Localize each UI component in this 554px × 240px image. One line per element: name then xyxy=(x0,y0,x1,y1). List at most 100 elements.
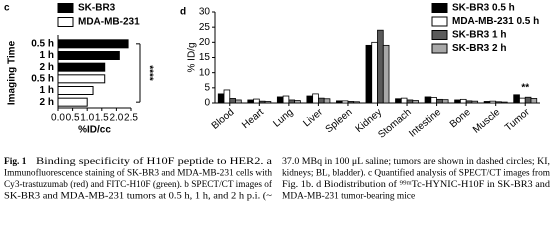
bar xyxy=(519,97,526,104)
x-tick-label: Spleen xyxy=(324,107,355,135)
bar xyxy=(282,95,290,104)
y-tick-label: 25 xyxy=(199,22,211,33)
bar xyxy=(377,29,384,104)
x-tick-label: Liver xyxy=(301,106,325,129)
bar xyxy=(294,100,301,104)
bar xyxy=(57,86,94,95)
y-axis-label: Imaging Time xyxy=(7,40,18,105)
bar xyxy=(341,100,349,104)
x-tick-label: Lung xyxy=(271,107,295,130)
caption-line: Cy3-trastuzumab (red) and FITC-H10F (gre… xyxy=(4,179,273,190)
caption-line: 37.0 MBq in 100 μL saline; tumors are sh… xyxy=(282,157,550,167)
panel-label: c xyxy=(4,3,10,14)
bar xyxy=(57,39,129,49)
legend-swatch xyxy=(431,43,448,54)
bar xyxy=(276,96,284,104)
x-tick-label: 2.0 xyxy=(109,113,123,124)
caption-line: MDA-MB-231 tumor-bearing mice xyxy=(282,192,415,202)
legend-label: SK-BR3 0.5 h xyxy=(452,3,515,14)
bar xyxy=(365,44,373,104)
bar xyxy=(229,98,236,104)
y-tick-label: 15 xyxy=(199,52,211,63)
x-tick-label: 2.5 xyxy=(124,113,138,124)
bar xyxy=(395,98,402,104)
figure: Fig. 1 Binding specificity of H10F pepti… xyxy=(4,3,551,202)
x-tick-label: Heart xyxy=(240,107,266,131)
bar xyxy=(430,97,437,104)
bar xyxy=(57,74,106,84)
bar xyxy=(465,100,473,104)
bar xyxy=(235,99,242,104)
x-tick-label: 0.0 xyxy=(51,113,65,124)
bar xyxy=(441,99,449,104)
bar xyxy=(336,100,343,104)
legend-swatch xyxy=(57,3,74,13)
y-tick-label: 5 xyxy=(204,82,210,93)
bar xyxy=(253,98,260,104)
y-axis-label: % ID/g xyxy=(187,42,198,72)
bar xyxy=(524,96,532,104)
bar xyxy=(217,93,225,104)
caption-label: Fig. 1 xyxy=(4,157,27,167)
bar xyxy=(501,101,508,104)
significance: **** xyxy=(143,65,154,81)
y-tick-label: 0.5 h xyxy=(31,38,54,49)
legend-swatch xyxy=(57,17,74,27)
legend-swatch xyxy=(431,30,448,40)
y-tick-label: 1 h xyxy=(40,50,54,61)
panel-label: d xyxy=(180,7,186,18)
bar xyxy=(513,94,520,104)
bar xyxy=(424,96,432,104)
bar xyxy=(353,101,360,104)
bar xyxy=(318,97,325,104)
bar xyxy=(412,100,419,104)
caption-line: Immunofluorescence staining of SK-BR3 an… xyxy=(4,168,272,179)
bar xyxy=(371,41,378,104)
significance: ** xyxy=(521,82,529,93)
bar xyxy=(247,99,254,104)
y-tick-label: 2 h xyxy=(40,97,54,108)
legend-label: SK-BR3 2 h xyxy=(452,43,506,54)
bar xyxy=(223,89,231,104)
y-tick-label: 10 xyxy=(199,67,211,78)
bar xyxy=(57,62,106,72)
bar xyxy=(400,97,408,104)
x-tick-label: Tumor xyxy=(503,106,532,133)
y-tick-label: 30 xyxy=(199,7,211,18)
y-tick-label: 20 xyxy=(199,37,211,48)
caption-line: Fig. 1b. d Biodistribution of ⁹⁹ᵐTc-HYNI… xyxy=(282,179,550,190)
bar xyxy=(495,101,502,104)
bar xyxy=(288,99,296,104)
x-tick-label: Intestine xyxy=(407,107,443,140)
y-tick-label: 2 h xyxy=(40,62,54,73)
bar xyxy=(471,100,479,104)
caption-line: Binding specificity of H10F peptide to H… xyxy=(36,156,273,167)
x-tick-label: Bone xyxy=(448,107,473,131)
y-tick-label: 0 xyxy=(204,98,210,109)
y-tick-label: 1 h xyxy=(40,85,54,96)
x-tick-label: 1.0 xyxy=(80,113,94,124)
bar xyxy=(454,99,461,104)
legend-swatch xyxy=(431,16,448,27)
bar xyxy=(406,99,414,104)
bar xyxy=(489,100,497,104)
bar xyxy=(258,100,266,104)
bar xyxy=(347,101,355,104)
legend-label: MDA-MB-231 xyxy=(78,17,140,28)
x-tick-label: 0.5 xyxy=(66,113,80,124)
x-axis-label: %ID/cc xyxy=(78,125,111,136)
legend-swatch xyxy=(431,3,448,13)
bar xyxy=(530,98,538,104)
bar xyxy=(323,98,331,104)
bar xyxy=(382,44,390,104)
caption-line: SK-BR3 and MDA-MB-231 tumors at 0.5 h, 1… xyxy=(4,191,272,202)
bar xyxy=(57,51,120,60)
legend-label: SK-BR3 1 h xyxy=(452,30,506,41)
bar xyxy=(264,101,272,104)
bar xyxy=(483,101,491,104)
legend-label: SK-BR3 xyxy=(78,3,116,14)
caption-line: kidneys; BL, bladder). c Quantified anal… xyxy=(282,168,551,179)
bar xyxy=(312,93,319,104)
bar xyxy=(436,98,443,104)
bar xyxy=(306,95,314,104)
